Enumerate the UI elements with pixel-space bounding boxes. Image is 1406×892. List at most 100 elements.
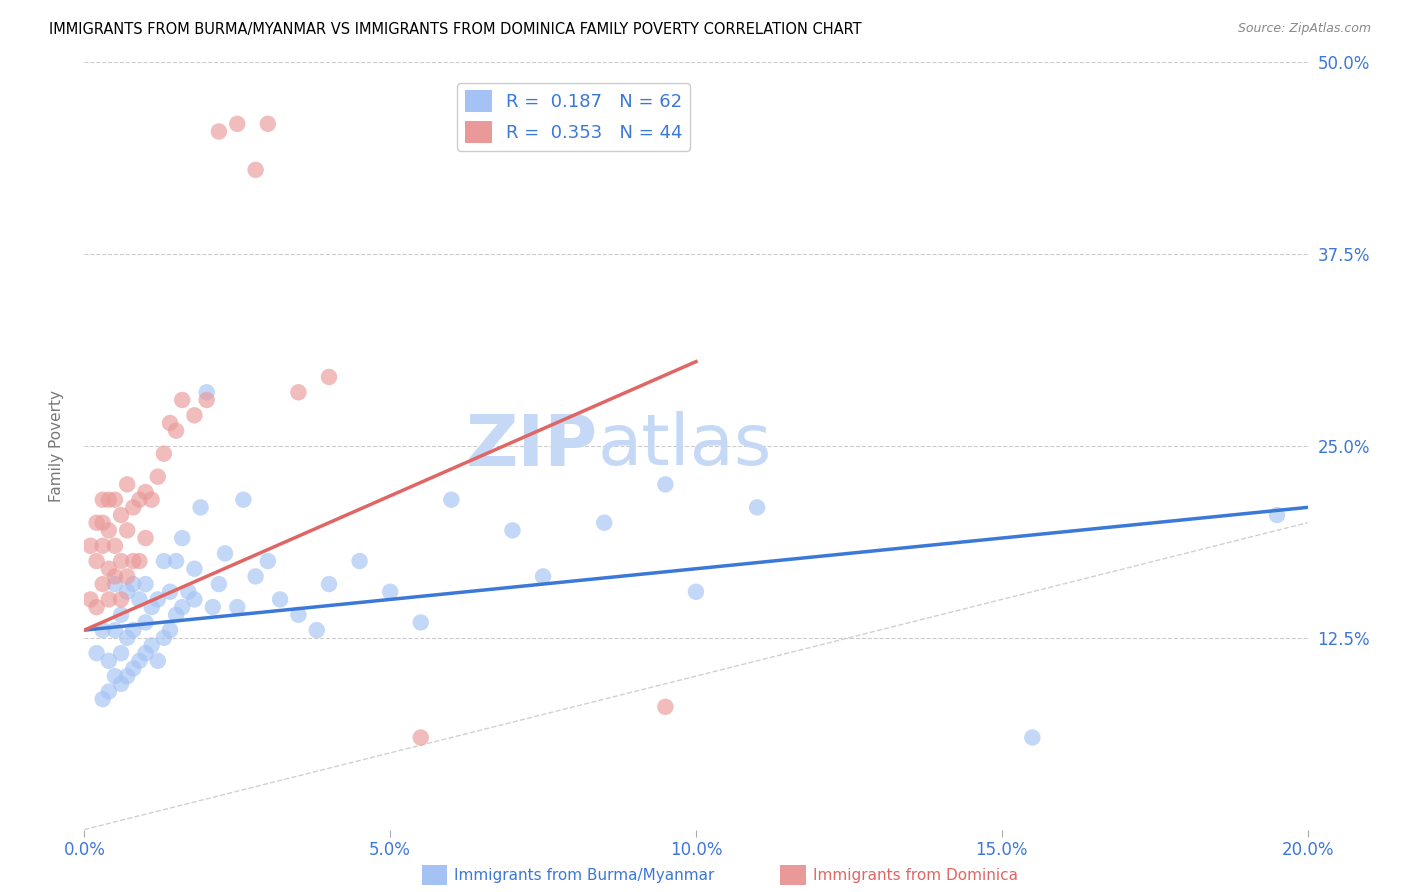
Point: [141, 492, 163, 507]
Point: [269, 592, 291, 607]
Point: [91, 692, 114, 706]
Point: [654, 699, 676, 714]
Point: [165, 554, 187, 568]
Point: [380, 584, 402, 599]
Point: [214, 546, 236, 560]
Point: [141, 600, 163, 615]
Point: [110, 508, 132, 522]
Point: [115, 477, 138, 491]
Text: Immigrants from Burma/Myanmar: Immigrants from Burma/Myanmar: [454, 868, 714, 882]
Point: [153, 631, 176, 645]
Point: [318, 577, 340, 591]
Point: [79, 592, 101, 607]
Point: [165, 424, 187, 438]
Point: [654, 477, 676, 491]
Point: [122, 577, 145, 591]
Point: [232, 492, 254, 507]
Text: Immigrants from Dominica: Immigrants from Dominica: [813, 868, 1018, 882]
Point: [146, 469, 169, 483]
Text: ZIP: ZIP: [465, 411, 598, 481]
Point: [128, 492, 150, 507]
Point: [349, 554, 371, 568]
Point: [91, 577, 114, 591]
Point: [115, 631, 138, 645]
Point: [97, 562, 120, 576]
Point: [135, 577, 157, 591]
Point: [183, 592, 205, 607]
Point: [91, 623, 114, 637]
Point: [86, 600, 108, 615]
Point: [226, 600, 249, 615]
Point: [97, 492, 120, 507]
Point: [110, 646, 132, 660]
Point: [110, 677, 132, 691]
Point: [97, 654, 120, 668]
Point: [146, 654, 169, 668]
Point: [593, 516, 616, 530]
Point: [172, 600, 194, 615]
Point: [183, 409, 205, 423]
Point: [159, 623, 181, 637]
Point: [245, 569, 267, 583]
Point: [201, 600, 224, 615]
Point: [195, 392, 218, 407]
Point: [104, 623, 127, 637]
Point: [128, 592, 150, 607]
Point: [172, 531, 194, 545]
Point: [122, 554, 145, 568]
Point: [146, 592, 169, 607]
Point: [97, 524, 120, 538]
Point: [79, 539, 101, 553]
Point: [110, 607, 132, 622]
Point: [195, 385, 218, 400]
Point: [531, 569, 554, 583]
Point: [104, 577, 127, 591]
Point: [153, 447, 176, 461]
Point: [183, 562, 205, 576]
Point: [685, 584, 707, 599]
Point: [115, 524, 138, 538]
Point: [502, 524, 524, 538]
Point: [305, 623, 328, 637]
Point: [1265, 508, 1288, 522]
Point: [318, 370, 340, 384]
Point: [257, 554, 280, 568]
Point: [135, 615, 157, 630]
Y-axis label: Family Poverty: Family Poverty: [49, 390, 63, 502]
Point: [91, 539, 114, 553]
Point: [128, 654, 150, 668]
Point: [110, 592, 132, 607]
Point: [104, 492, 127, 507]
Text: IMMIGRANTS FROM BURMA/MYANMAR VS IMMIGRANTS FROM DOMINICA FAMILY POVERTY CORRELA: IMMIGRANTS FROM BURMA/MYANMAR VS IMMIGRA…: [49, 22, 862, 37]
Point: [257, 117, 280, 131]
Point: [747, 500, 769, 515]
Point: [86, 646, 108, 660]
Point: [226, 117, 249, 131]
Point: [115, 669, 138, 683]
Point: [159, 584, 181, 599]
Point: [287, 607, 309, 622]
Point: [104, 539, 127, 553]
Point: [159, 416, 181, 430]
Point: [287, 385, 309, 400]
Point: [245, 162, 267, 177]
Point: [122, 661, 145, 675]
Point: [208, 577, 231, 591]
Point: [115, 569, 138, 583]
Point: [153, 554, 176, 568]
Point: [110, 554, 132, 568]
Point: [97, 684, 120, 698]
Point: [440, 492, 463, 507]
Text: atlas: atlas: [598, 411, 772, 481]
Point: [177, 584, 200, 599]
Point: [409, 731, 432, 745]
Point: [122, 623, 145, 637]
Point: [86, 516, 108, 530]
Point: [86, 554, 108, 568]
Point: [104, 569, 127, 583]
Point: [91, 492, 114, 507]
Point: [91, 516, 114, 530]
Point: [122, 500, 145, 515]
Point: [409, 615, 432, 630]
Point: [104, 669, 127, 683]
